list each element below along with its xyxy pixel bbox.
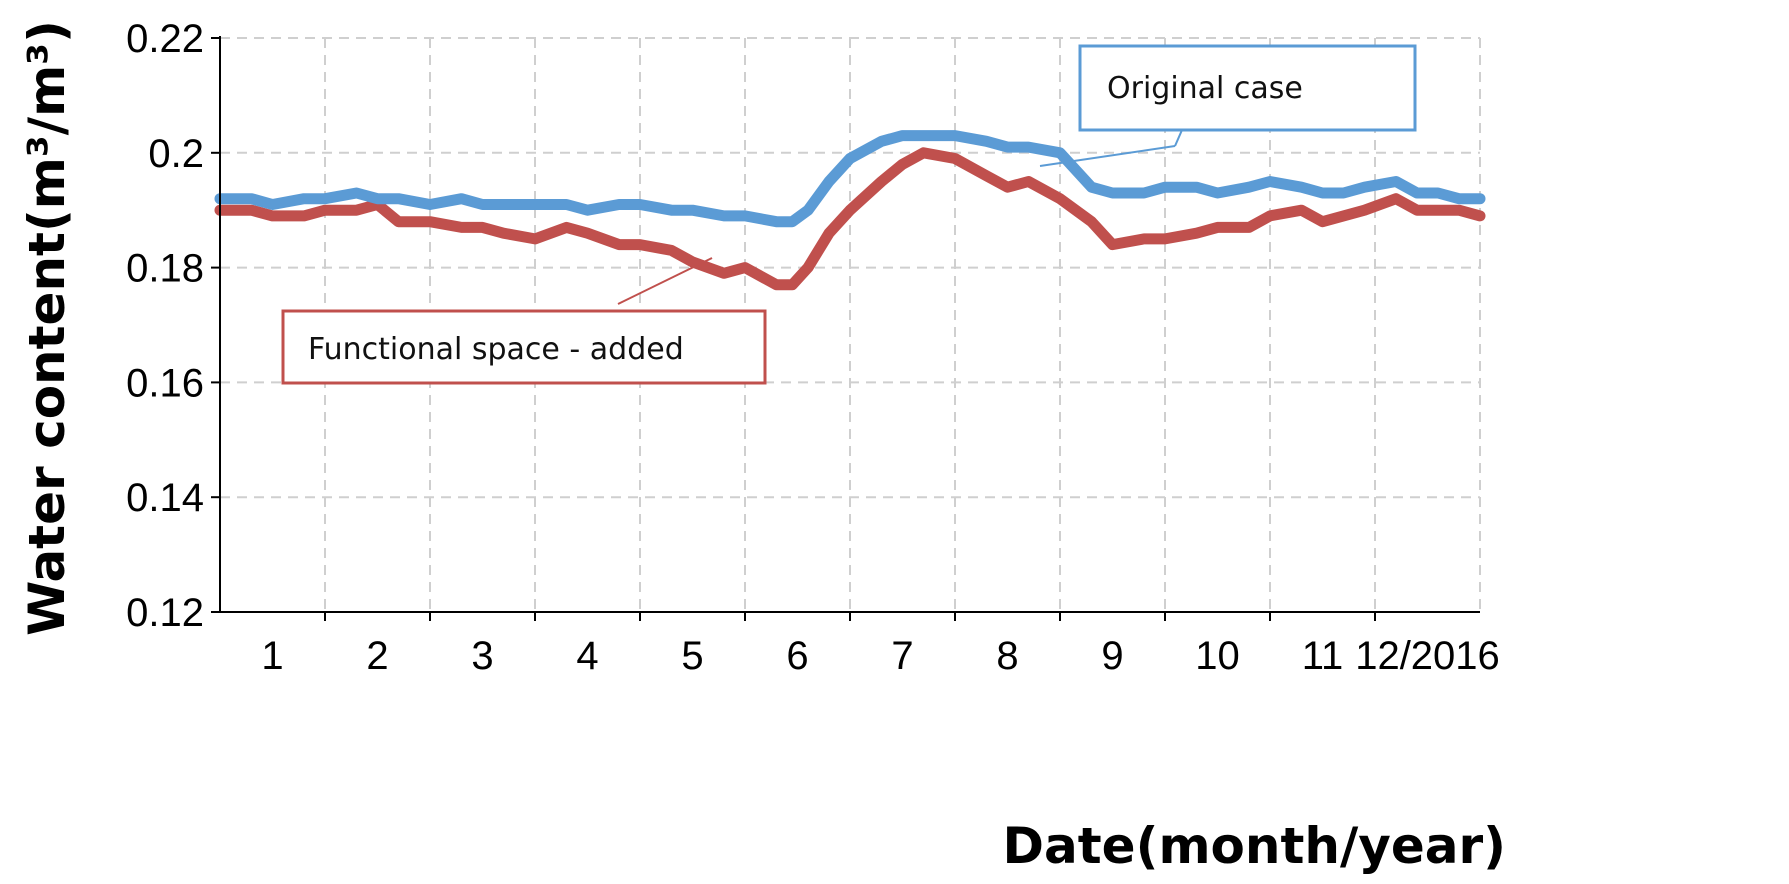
x-tick-label: 3 <box>471 634 493 678</box>
tick-label-layer: 0.12 0.14 0.16 0.18 0.2 0.22 1 2 3 4 5 6 7 8 9 10 11 12/2… <box>126 17 1500 678</box>
added-callout-label: Functional space - added <box>308 332 684 367</box>
x-tick-label: 4 <box>576 634 598 678</box>
y-tick-label: 0.16 <box>126 361 204 405</box>
original-callout-leader <box>1174 129 1183 147</box>
y-tick-label: 0.22 <box>126 17 204 61</box>
series-layer <box>214 130 1486 291</box>
x-tick-label: 9 <box>1101 634 1123 678</box>
x-tick-label: 1 <box>261 634 283 678</box>
x-tick-label: 7 <box>891 634 913 678</box>
y-tick-label: 0.14 <box>126 476 204 520</box>
original-callout-leader-extension <box>1039 145 1176 167</box>
x-tick-label: 5 <box>681 634 703 678</box>
functional-space-added-series-line <box>214 147 1486 291</box>
original-callout-box <box>1078 44 1417 132</box>
axis-layer <box>211 36 1480 621</box>
x-tick-label: 12/2016 <box>1355 634 1500 678</box>
x-tick-label: 10 <box>1195 634 1240 678</box>
y-tick-label: 0.12 <box>126 591 204 635</box>
original-case-series-line <box>214 130 1486 228</box>
original-callout-label: Original case <box>1107 71 1303 106</box>
x-tick-label: 11 <box>1302 634 1344 678</box>
x-axis-title: Date(month/year) <box>1003 817 1506 875</box>
added-callout-box <box>281 309 767 385</box>
x-tick-label: 2 <box>366 634 388 678</box>
x-tick-label: 8 <box>996 634 1018 678</box>
x-tick-label: 6 <box>786 634 808 678</box>
added-callout-leader <box>617 257 713 305</box>
y-axis-title: Water content(m³/m³) <box>18 20 76 636</box>
y-tick-label: 0.2 <box>148 132 204 176</box>
y-tick-label: 0.18 <box>126 247 204 291</box>
